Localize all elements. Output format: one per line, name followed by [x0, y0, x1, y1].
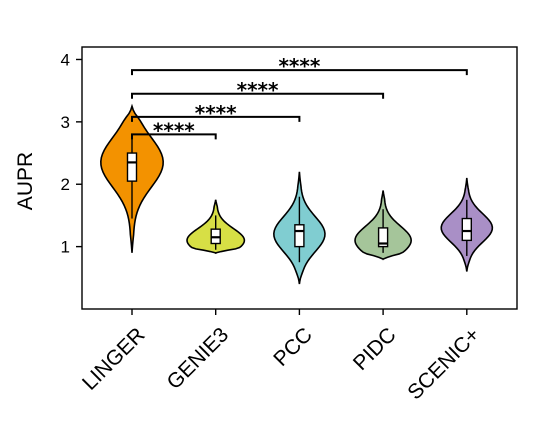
violin-linger — [100, 103, 164, 253]
violin-pidc — [354, 190, 412, 261]
x-tick-label: SCENIC+ — [403, 323, 484, 404]
y-tick-label: 3 — [61, 113, 70, 132]
comparison-scenic: **** — [131, 54, 468, 78]
violin-genie3 — [186, 199, 246, 254]
y-tick-label: 2 — [61, 175, 70, 194]
violin-box — [126, 152, 138, 182]
significance-brackets: **************** — [131, 54, 468, 142]
significance-bracket — [131, 69, 468, 76]
significance-bracket — [131, 133, 217, 140]
violin-box — [294, 224, 305, 248]
comparison-pidc: **** — [131, 78, 385, 102]
x-tick-label: PCC — [269, 323, 317, 371]
y-axis-title: AUPR — [14, 152, 37, 210]
comparison-genie3: **** — [131, 118, 217, 142]
violins — [100, 103, 494, 285]
y-axis: 1 2 3 4 — [61, 50, 82, 257]
comparison-pcc: **** — [131, 101, 301, 125]
violin-pcc — [273, 171, 326, 285]
significance-label: **** — [195, 101, 237, 125]
x-axis: LINGER GENIE3 PCC PIDC SCENIC+ — [78, 309, 484, 404]
significance-bracket — [131, 92, 385, 99]
y-tick-label: 4 — [61, 50, 70, 69]
violin-box — [377, 227, 389, 248]
significance-label: **** — [278, 54, 320, 78]
violin-box — [461, 217, 472, 242]
significance-label: **** — [237, 78, 279, 102]
violin-scenic — [440, 177, 494, 272]
significance-bracket — [131, 115, 301, 122]
x-tick-label: LINGER — [78, 323, 150, 395]
y-tick-label: 1 — [61, 238, 70, 257]
x-tick-label: PIDC — [349, 323, 401, 375]
significance-label: **** — [153, 118, 195, 142]
x-tick-label: GENIE3 — [163, 323, 234, 394]
